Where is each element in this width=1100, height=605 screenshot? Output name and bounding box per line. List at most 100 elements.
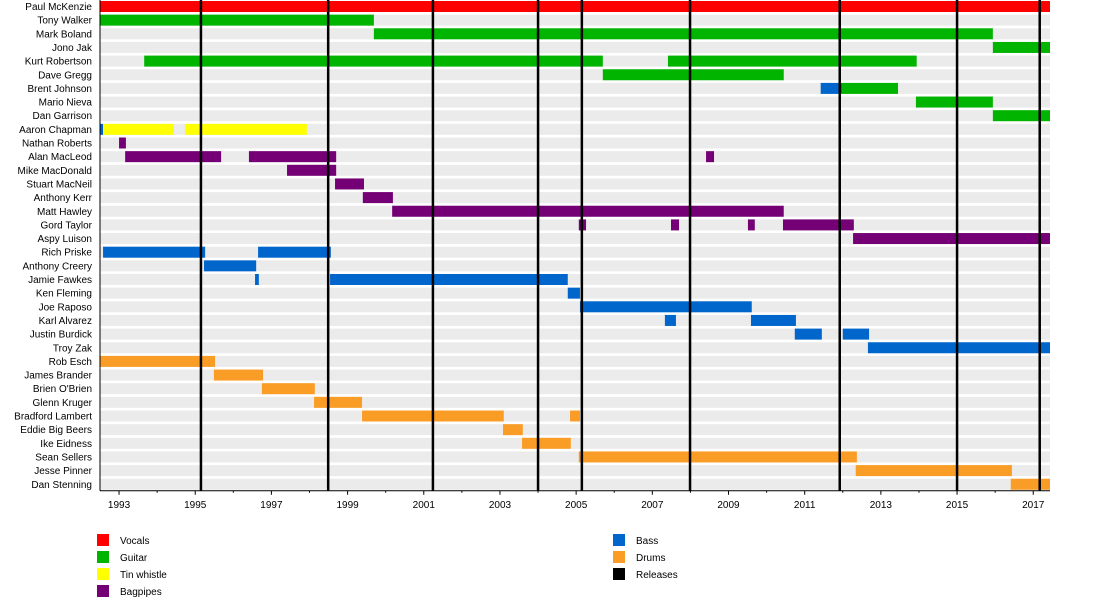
- row-background: [100, 328, 1050, 340]
- legend-label-vocals: Vocals: [120, 536, 149, 547]
- bar-bass: [794, 328, 822, 340]
- legend-swatch-tin: [97, 568, 109, 580]
- legend-swatch-vocals: [97, 534, 109, 546]
- bar-guitar: [373, 28, 993, 40]
- legend-swatch-drums: [613, 551, 625, 563]
- release-line: [431, 0, 435, 491]
- member-name: Joe Raposo: [39, 302, 93, 313]
- member-name: Karl Alvarez: [39, 316, 92, 327]
- bar-guitar: [915, 96, 993, 108]
- legend-swatch-bass: [613, 534, 625, 546]
- legend-label-releases: Releases: [636, 570, 678, 581]
- member-name: Tony Walker: [37, 16, 92, 27]
- bar-bass: [820, 82, 843, 94]
- row-background: [100, 355, 1050, 367]
- row-background: [100, 137, 1050, 149]
- release-line: [838, 0, 841, 491]
- bar-bass: [750, 314, 796, 326]
- bar-drums: [100, 355, 216, 367]
- member-name: Anthony Kerr: [34, 193, 93, 204]
- row-background: [100, 151, 1050, 163]
- row-background: [100, 14, 1050, 26]
- bar-bagpipes: [706, 151, 715, 163]
- member-name: Justin Burdick: [30, 330, 93, 341]
- member-name: Stuart MacNeil: [26, 179, 92, 190]
- member-name: Jesse Pinner: [34, 466, 92, 477]
- legend-label-bagpipes: Bagpipes: [120, 587, 162, 598]
- bar-bagpipes: [335, 178, 364, 190]
- member-rows: Paul McKenzie Tony Walker Mark Boland Jono …: [14, 1, 1050, 491]
- row-background: [100, 69, 1050, 81]
- row-background: [100, 465, 1050, 477]
- bar-drums: [570, 410, 580, 422]
- member-bars: [100, 1, 1050, 490]
- row-background: [100, 451, 1050, 463]
- row-background: [100, 314, 1050, 326]
- row-background: [100, 110, 1050, 122]
- member-name: Paul McKenzie: [25, 2, 92, 13]
- member-name: Bradford Lambert: [14, 412, 92, 423]
- member-name: Rich Priske: [41, 248, 92, 259]
- bar-bass: [330, 274, 568, 285]
- bar-bagpipes: [392, 205, 784, 217]
- bar-bass: [579, 301, 752, 313]
- tick-label: 2001: [413, 500, 436, 511]
- member-name: Ike Eidness: [40, 439, 92, 450]
- bar-guitar: [602, 69, 784, 81]
- bar-vocals: [100, 1, 1050, 12]
- member-name: Ken Fleming: [36, 289, 92, 300]
- bar-tin: [184, 123, 307, 135]
- member-name: Matt Hawley: [37, 207, 92, 218]
- member-name: Dan Stenning: [31, 480, 92, 491]
- bar-bass: [203, 260, 257, 272]
- member-name: Mark Boland: [36, 29, 92, 40]
- member-name: Alan MacLeod: [28, 152, 92, 163]
- bar-bagpipes: [853, 233, 1050, 245]
- bar-bagpipes: [119, 137, 126, 149]
- tick-label: 2003: [489, 500, 512, 511]
- bar-drums: [314, 396, 363, 408]
- member-name: James Brander: [24, 371, 92, 382]
- bar-bass: [842, 328, 870, 340]
- release-line: [688, 0, 692, 491]
- member-name: Sean Sellers: [35, 452, 92, 463]
- row-background: [100, 260, 1050, 272]
- bar-bagpipes: [747, 219, 755, 231]
- bar-drums: [213, 369, 264, 381]
- bar-bagpipes: [125, 151, 222, 163]
- bar-bagpipes: [287, 164, 337, 176]
- bar-drums: [261, 383, 315, 395]
- row-background: [100, 219, 1050, 231]
- release-line: [536, 0, 540, 491]
- legend-label-guitar: Guitar: [120, 553, 148, 564]
- legend: Vocals Guitar Tin whistle Bagpipes Bass Drums…: [97, 534, 678, 598]
- bar-bass: [100, 123, 104, 135]
- legend-swatch-releases: [613, 568, 625, 580]
- release-lines: [199, 0, 1041, 491]
- member-name: Anthony Creery: [23, 261, 92, 272]
- release-line: [580, 0, 584, 491]
- bar-drums: [522, 437, 571, 449]
- bar-guitar: [100, 14, 374, 26]
- member-name: Troy Zak: [53, 343, 93, 354]
- legend-label-drums: Drums: [636, 553, 665, 564]
- bar-bass: [567, 287, 580, 299]
- member-name: Mike MacDonald: [18, 166, 92, 177]
- tick-label: 2011: [794, 500, 816, 511]
- member-name: Glenn Kruger: [33, 398, 93, 409]
- bar-guitar: [992, 110, 1050, 122]
- member-name: Brien O'Brien: [33, 384, 92, 395]
- row-background: [100, 178, 1050, 190]
- row-background: [100, 478, 1050, 490]
- legend-swatch-bagpipes: [97, 585, 109, 597]
- member-name: Kurt Robertson: [25, 57, 92, 68]
- bar-bass: [867, 342, 1050, 354]
- bar-bass: [664, 314, 676, 326]
- row-background: [100, 96, 1050, 108]
- release-line: [1038, 0, 1041, 491]
- bar-guitar: [842, 82, 899, 94]
- row-background: [100, 123, 1050, 135]
- bar-guitar: [992, 41, 1050, 53]
- bar-bass: [103, 246, 206, 258]
- row-background: [100, 342, 1050, 354]
